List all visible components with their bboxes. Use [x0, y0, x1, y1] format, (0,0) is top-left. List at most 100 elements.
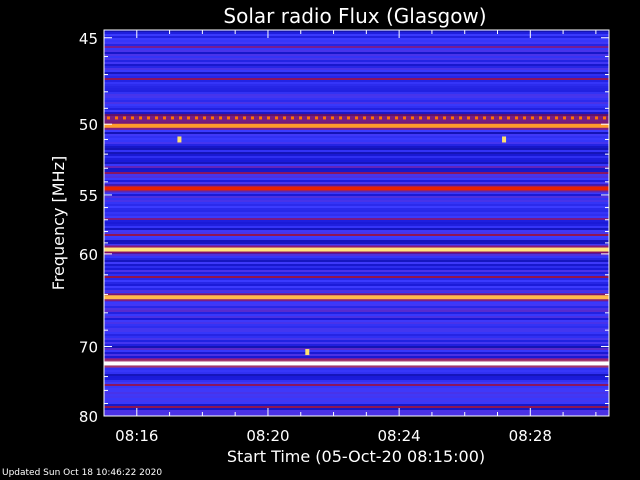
spectrogram-row — [104, 198, 609, 200]
spectrogram-row — [104, 144, 609, 146]
spectrogram-row — [104, 406, 609, 408]
spectrogram-row — [104, 270, 609, 272]
emission-band-dot — [227, 116, 230, 120]
spectrogram-row — [104, 350, 609, 352]
spectrogram-row — [104, 386, 609, 388]
spectrogram-row — [104, 372, 609, 374]
spectrogram-row — [104, 200, 609, 202]
spectrogram-row — [104, 64, 609, 66]
spectrogram-row — [104, 290, 609, 292]
spectrogram-row — [104, 316, 609, 318]
spectrogram-row — [104, 82, 609, 84]
emission-band-dot — [147, 116, 150, 120]
spectrogram-row — [104, 40, 609, 42]
emission-band-dot — [203, 116, 206, 120]
spectrogram-row — [104, 230, 609, 232]
spectrogram-row — [104, 358, 609, 360]
spectrogram-row — [104, 178, 609, 180]
spectrogram-row — [104, 62, 609, 64]
spectrogram-row — [104, 214, 609, 216]
emission-band — [104, 113, 609, 122]
spectrogram-row — [104, 170, 609, 172]
radio-burst — [305, 349, 310, 356]
spectrogram-row — [104, 48, 609, 50]
spectrogram-row — [104, 262, 609, 264]
spectrogram-row — [104, 92, 609, 94]
spectrogram-row — [104, 370, 609, 372]
spectrogram-row — [104, 98, 609, 100]
spectrogram-row — [104, 242, 609, 244]
spectrogram-row — [104, 302, 609, 304]
spectrogram-row — [104, 208, 609, 210]
y-tick-label: 55 — [79, 187, 98, 205]
y-tick-label: 80 — [79, 408, 98, 426]
spectrogram-row — [104, 322, 609, 324]
spectrogram-row — [104, 54, 609, 56]
emission-band-dot — [307, 116, 310, 120]
spectrogram-row — [104, 180, 609, 182]
spectrogram-row — [104, 240, 609, 242]
spectrogram-row — [104, 204, 609, 206]
emission-band-dot — [595, 116, 598, 120]
y-tick-label: 45 — [79, 30, 98, 48]
emission-band-dot — [371, 116, 374, 120]
emission-band-dot — [187, 116, 190, 120]
emission-band-dot — [299, 116, 302, 120]
spectrogram-row — [104, 102, 609, 104]
spectrogram-row — [104, 108, 609, 110]
y-tick-label: 60 — [79, 246, 98, 264]
emission-band-dot — [467, 116, 470, 120]
emission-band-dot — [387, 116, 390, 120]
spectrogram-row — [104, 348, 609, 350]
emission-band-dot — [451, 116, 454, 120]
emission-band-dot — [515, 116, 518, 120]
emission-band-dot — [259, 116, 262, 120]
emission-band-core — [104, 295, 609, 300]
spectrogram-row — [104, 142, 609, 144]
spectrogram-row — [104, 224, 609, 226]
emission-band-core — [104, 186, 609, 191]
chart-title: Solar radio Flux (Glasgow) — [223, 4, 486, 28]
spectrogram-row — [104, 344, 609, 346]
spectrogram-row — [104, 216, 609, 218]
spectrogram-row — [104, 236, 609, 238]
emission-band-dot — [275, 116, 278, 120]
emission-band-dot — [379, 116, 382, 120]
spectrogram-row — [104, 50, 609, 52]
spectrogram-row — [104, 148, 609, 150]
emission-band-dot — [267, 116, 270, 120]
spectrogram-row — [104, 158, 609, 160]
x-tick-label: 08:24 — [378, 427, 421, 445]
emission-band-dot — [323, 116, 326, 120]
emission-band-dot — [427, 116, 430, 120]
spectrogram-row — [104, 330, 609, 332]
spectrogram-row — [104, 260, 609, 262]
emission-band-dot — [107, 116, 110, 120]
spectrogram-row — [104, 84, 609, 86]
spectrogram-row — [104, 88, 609, 90]
spectrogram-row — [104, 90, 609, 92]
emission-band-dot — [507, 116, 510, 120]
spectrogram-row — [104, 70, 609, 72]
spectrogram-row — [104, 284, 609, 286]
spectrogram-row — [104, 394, 609, 396]
emission-band-dot — [579, 116, 582, 120]
spectrogram-row — [104, 42, 609, 44]
emission-band-dot — [163, 116, 166, 120]
spectrogram-row — [104, 176, 609, 178]
emission-band-dot — [571, 116, 574, 120]
spectrogram-row — [104, 334, 609, 336]
spectrogram-row — [104, 392, 609, 394]
spectrogram-row — [104, 336, 609, 338]
spectrogram-background-rows — [104, 30, 609, 416]
spectrogram-row — [104, 44, 609, 46]
emission-band-dot — [587, 116, 590, 120]
spectrogram-row — [104, 38, 609, 40]
x-tick-label: 08:20 — [246, 427, 289, 445]
emission-band-dot — [411, 116, 414, 120]
spectrogram-row — [104, 282, 609, 284]
emission-band-dot — [339, 116, 342, 120]
spectrogram-row — [104, 266, 609, 268]
spectrogram-row — [104, 106, 609, 108]
